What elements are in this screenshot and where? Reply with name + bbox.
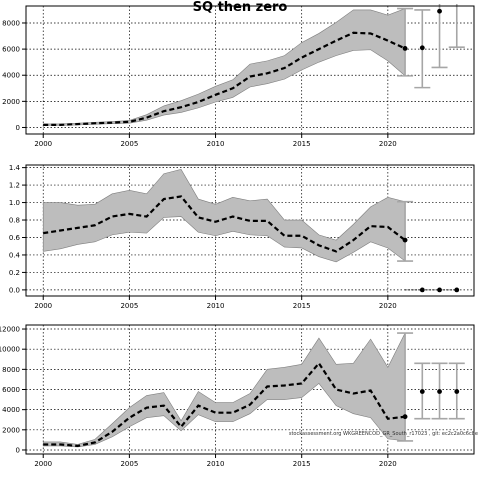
x-tick-label: 2000 bbox=[34, 140, 52, 148]
x-tick-label: 2000 bbox=[34, 302, 52, 310]
y-tick-label: 4000 bbox=[2, 72, 20, 80]
estimate-line bbox=[43, 195, 406, 253]
forecast-point bbox=[454, 287, 460, 293]
y-tick-label: 1.4 bbox=[9, 164, 21, 172]
figure-title: SQ then zero bbox=[192, 0, 288, 15]
confidence-band bbox=[42, 169, 406, 263]
y-tick-label: 0.6 bbox=[9, 234, 21, 242]
y-tick-label: 6000 bbox=[2, 386, 20, 394]
y-tick-label: 0 bbox=[16, 124, 20, 132]
forecast-point bbox=[402, 237, 408, 243]
y-tick-label: 8000 bbox=[2, 366, 20, 374]
y-tick-label: 2000 bbox=[2, 426, 20, 434]
footer-credit: stockassessment.org WKGREENCOD_GR_South_… bbox=[288, 431, 478, 437]
x-tick-label: 2010 bbox=[207, 460, 225, 468]
y-tick-label: 4000 bbox=[2, 406, 20, 414]
forecast-point bbox=[419, 45, 425, 51]
y-tick-label: 0.8 bbox=[9, 217, 20, 225]
y-tick-label: 10000 bbox=[0, 346, 20, 354]
y-tick-label: 1.0 bbox=[9, 199, 20, 207]
confidence-band bbox=[42, 332, 406, 448]
forecast-point bbox=[437, 389, 442, 394]
x-tick-label: 2020 bbox=[379, 302, 397, 310]
estimate-line bbox=[43, 31, 406, 126]
axes-frame bbox=[25, 5, 475, 135]
x-tick-label: 2000 bbox=[34, 460, 52, 468]
x-tick-label: 2005 bbox=[120, 140, 138, 148]
forecast-point bbox=[419, 287, 425, 293]
forecast-point bbox=[402, 414, 408, 420]
y-tick-label: 0.4 bbox=[9, 251, 21, 259]
confidence-band bbox=[42, 8, 406, 126]
y-tick-label: 0.2 bbox=[9, 269, 20, 277]
x-tick-label: 2005 bbox=[120, 302, 138, 310]
panel-2: 2000 2005 2010 2015 2020 0.0 0.2 0.4 0.6 0.8 1.0 1.… bbox=[9, 164, 475, 310]
x-tick-label: 2010 bbox=[207, 140, 225, 148]
forecast-point bbox=[437, 8, 442, 14]
panel-1: 2000 2005 2010 2015 2020 0 2000 4000 6000 8000 bbox=[2, 4, 475, 148]
forecast-point bbox=[402, 46, 408, 51]
forecast-point bbox=[419, 389, 425, 394]
x-tick-label: 2005 bbox=[120, 460, 138, 468]
x-tick-label: 2015 bbox=[293, 140, 311, 148]
y-tick-label: 8000 bbox=[2, 19, 20, 27]
forecast-point bbox=[437, 287, 442, 293]
y-tick-label: 12000 bbox=[0, 326, 20, 334]
y-tick-label: 0 bbox=[16, 446, 20, 454]
y-tick-label: 6000 bbox=[2, 46, 20, 54]
x-tick-label: 2020 bbox=[379, 140, 397, 148]
y-tick-label: 0.0 bbox=[9, 286, 20, 294]
x-tick-label: 2015 bbox=[293, 302, 311, 310]
axes-frame bbox=[25, 164, 475, 297]
forecast-point bbox=[454, 389, 460, 394]
x-tick-label: 2015 bbox=[293, 460, 311, 468]
x-tick-label: 2010 bbox=[207, 302, 225, 310]
x-tick-label: 2020 bbox=[379, 460, 397, 468]
y-tick-label: 2000 bbox=[2, 98, 20, 106]
y-tick-label: 1.2 bbox=[9, 182, 20, 190]
panel-3: 2000 2005 2010 2015 2020 0 2000 4000 6000 8000 100… bbox=[0, 324, 475, 468]
